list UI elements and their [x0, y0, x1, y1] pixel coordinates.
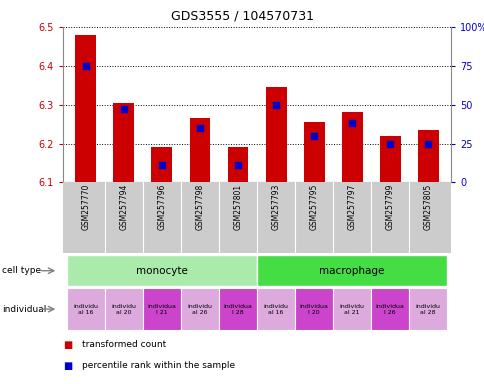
- Bar: [265, 87, 286, 182]
- Text: transformed count: transformed count: [82, 340, 166, 349]
- Bar: [151, 147, 172, 182]
- Point: [234, 162, 242, 168]
- Text: individu
al 16: individu al 16: [263, 304, 288, 314]
- Text: percentile rank within the sample: percentile rank within the sample: [82, 361, 235, 370]
- Bar: [227, 147, 248, 182]
- Bar: [303, 122, 324, 182]
- Text: GSM257805: GSM257805: [423, 184, 432, 230]
- Bar: [143, 288, 181, 330]
- Point: [272, 101, 279, 108]
- Point: [158, 162, 166, 168]
- Bar: [113, 103, 134, 182]
- Text: GSM257799: GSM257799: [385, 184, 394, 230]
- Text: GSM257793: GSM257793: [271, 184, 280, 230]
- Point: [424, 141, 431, 147]
- Bar: [341, 113, 362, 182]
- Point: [310, 133, 318, 139]
- Bar: [257, 288, 294, 330]
- Text: GSM257795: GSM257795: [309, 184, 318, 230]
- Bar: [257, 255, 446, 286]
- Bar: [408, 288, 446, 330]
- Bar: [219, 288, 257, 330]
- Text: individu
al 28: individu al 28: [415, 304, 440, 314]
- Text: GSM257801: GSM257801: [233, 184, 242, 230]
- Text: individu
al 21: individu al 21: [339, 304, 364, 314]
- Bar: [67, 288, 105, 330]
- Bar: [105, 288, 143, 330]
- Bar: [181, 288, 219, 330]
- Point: [348, 120, 355, 126]
- Bar: [333, 288, 370, 330]
- Text: individua
l 20: individua l 20: [299, 304, 328, 314]
- Point: [196, 125, 203, 131]
- Bar: [189, 118, 210, 182]
- Text: individua
l 21: individua l 21: [147, 304, 176, 314]
- Text: individu
al 26: individu al 26: [187, 304, 212, 314]
- Text: cell type: cell type: [2, 266, 42, 275]
- Bar: [67, 255, 257, 286]
- Text: ■: ■: [63, 361, 72, 371]
- Text: GSM257796: GSM257796: [157, 184, 166, 230]
- Bar: [379, 136, 400, 182]
- Text: GSM257798: GSM257798: [195, 184, 204, 230]
- Point: [386, 141, 393, 147]
- Bar: [370, 288, 408, 330]
- Text: GSM257794: GSM257794: [119, 184, 128, 230]
- Bar: [294, 288, 333, 330]
- Text: monocyte: monocyte: [136, 266, 187, 276]
- Text: individual: individual: [2, 305, 46, 314]
- Bar: [75, 35, 96, 182]
- Text: ■: ■: [63, 339, 72, 350]
- Text: individu
al 20: individu al 20: [111, 304, 136, 314]
- Text: individua
l 28: individua l 28: [223, 304, 252, 314]
- Text: GDS3555 / 104570731: GDS3555 / 104570731: [171, 10, 313, 23]
- Text: GSM257797: GSM257797: [347, 184, 356, 230]
- Text: individua
l 26: individua l 26: [375, 304, 404, 314]
- Bar: [417, 130, 438, 182]
- Point: [82, 63, 90, 69]
- Text: macrophage: macrophage: [319, 266, 384, 276]
- Text: individu
al 16: individu al 16: [73, 304, 98, 314]
- Text: GSM257770: GSM257770: [81, 184, 90, 230]
- Point: [120, 106, 127, 113]
